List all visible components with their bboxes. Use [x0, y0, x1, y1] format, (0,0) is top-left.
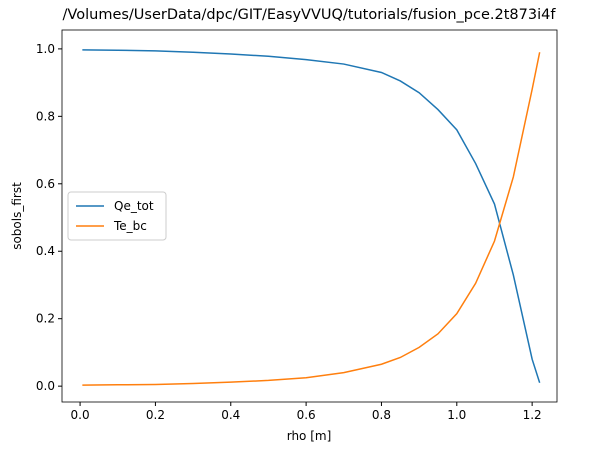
plot-frame [61, 29, 558, 403]
x-tick-label: 0.2 [146, 408, 165, 422]
x-tick-label: 1.0 [447, 408, 466, 422]
x-tick-label: 0.0 [71, 408, 90, 422]
y-axis-label: sobols_first [10, 182, 24, 250]
y-tick-label: 1.0 [36, 42, 55, 56]
x-tick-label: 0.4 [221, 408, 240, 422]
chart-title: /Volumes/UserData/dpc/GIT/EasyVVUQ/tutor… [63, 7, 557, 23]
legend-label: Te_bc [113, 219, 147, 233]
y-tick-label: 0.8 [36, 109, 55, 123]
x-tick-label: 1.2 [523, 408, 542, 422]
legend-box [67, 191, 167, 241]
x-axis-label: rho [m] [287, 429, 332, 443]
legend-label: Qe_tot [114, 199, 154, 213]
x-tick-label: 0.8 [372, 408, 391, 422]
y-tick-label: 0.6 [36, 177, 55, 191]
line-series [82, 49, 541, 384]
y-tick-label: 0.2 [36, 312, 55, 326]
y-tick-label: 0.0 [36, 379, 55, 393]
y-tick-label: 0.4 [36, 244, 55, 258]
line-series [82, 52, 541, 386]
x-tick-label: 0.6 [297, 408, 316, 422]
